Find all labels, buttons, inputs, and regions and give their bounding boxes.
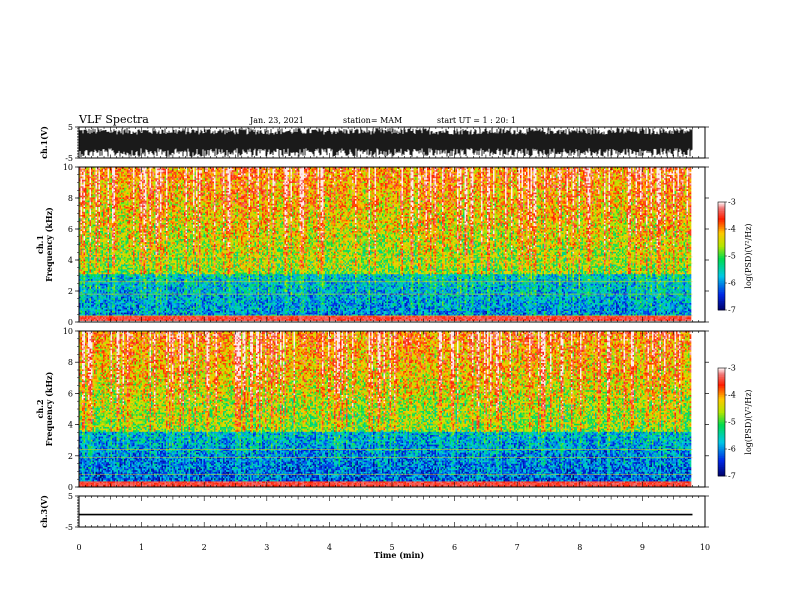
colorbar-tick-label: -4 xyxy=(728,225,736,234)
chart-station: station= MAM xyxy=(343,116,402,125)
y-tick-label: 2 xyxy=(68,287,73,296)
y-tick-label: 8 xyxy=(68,358,73,367)
y-tick-label: 5 xyxy=(68,492,73,501)
y-tick-label: 4 xyxy=(68,256,73,265)
y-tick-label: 10 xyxy=(63,163,73,172)
colorbar-tick-label: -3 xyxy=(728,364,736,373)
x-tick-label: 0 xyxy=(76,543,81,552)
y-tick-label: 2 xyxy=(68,452,73,461)
colorbar-gradient xyxy=(718,368,725,476)
spectrogram-cells xyxy=(79,331,691,487)
y-tick-label: 4 xyxy=(68,421,73,430)
colorbar-tick-label: -7 xyxy=(728,306,736,315)
chart-date: Jan. 23, 2021 xyxy=(249,116,304,125)
x-tick-label: 6 xyxy=(452,543,457,552)
y-tick-label: 0 xyxy=(68,318,73,327)
ch2-colorbar: -3 -4 -5 -6 -7 log(PSD)(V²/Hz) xyxy=(718,364,753,481)
colorbar-gradient xyxy=(718,202,725,310)
colorbar-tick-label: -7 xyxy=(728,472,736,481)
ch3-waveform-panel: 5 -5 ch.3(V) xyxy=(39,492,709,532)
y-tick-label: -5 xyxy=(65,154,73,163)
y-tick-label: 8 xyxy=(68,194,73,203)
y-tick-label: 10 xyxy=(63,327,73,336)
y-axis-label: ch.1(V) xyxy=(39,126,49,159)
x-tick-label: 1 xyxy=(139,543,144,552)
y-axis-label: ch.3(V) xyxy=(39,495,49,528)
chart-title: VLF Spectra xyxy=(78,113,149,126)
x-tick-label: 4 xyxy=(327,543,332,552)
y-tick-label: 6 xyxy=(68,389,73,398)
colorbar-label: log(PSD)(V²/Hz) xyxy=(744,389,753,454)
x-tick-label: 7 xyxy=(515,543,520,552)
y-axis-label: Frequency (kHz) xyxy=(44,207,54,282)
x-tick-label: 3 xyxy=(264,543,269,552)
ch1-waveform-panel: 5 -5 ch.1(V) xyxy=(39,123,709,163)
y-axis-label: Frequency (kHz) xyxy=(44,371,54,446)
ch1-colorbar: -3 -4 -5 -6 -7 log(PSD)(V²/Hz) xyxy=(718,198,753,315)
colorbar-tick-label: -6 xyxy=(728,279,736,288)
y-tick-label: -5 xyxy=(65,523,73,532)
y-tick-label: 6 xyxy=(68,225,73,234)
x-tick-label: 2 xyxy=(202,543,207,552)
chart-start-ut: start UT = 1 : 20: 1 xyxy=(437,116,516,125)
x-tick-label: 9 xyxy=(640,543,645,552)
vlf-spectra-figure: VLF Spectra Jan. 23, 2021 station= MAM s… xyxy=(0,0,792,612)
y-tick-label: 0 xyxy=(68,483,73,492)
colorbar-tick-label: -5 xyxy=(728,252,736,261)
y-tick-label: 5 xyxy=(68,123,73,132)
blank-region xyxy=(692,331,705,487)
ch1-waveform-trace xyxy=(80,128,692,157)
x-axis-label: Time (min) xyxy=(374,550,424,560)
colorbar-tick-label: -3 xyxy=(728,198,736,207)
colorbar-tick-label: -5 xyxy=(728,418,736,427)
spectrogram-cells xyxy=(79,167,691,321)
colorbar-tick-label: -4 xyxy=(728,391,736,400)
x-tick-label: 10 xyxy=(700,543,710,552)
colorbar-label: log(PSD)(V²/Hz) xyxy=(744,223,753,288)
x-tick-label: 8 xyxy=(577,543,582,552)
colorbar-tick-label: -6 xyxy=(728,445,736,454)
blank-region xyxy=(692,167,705,322)
